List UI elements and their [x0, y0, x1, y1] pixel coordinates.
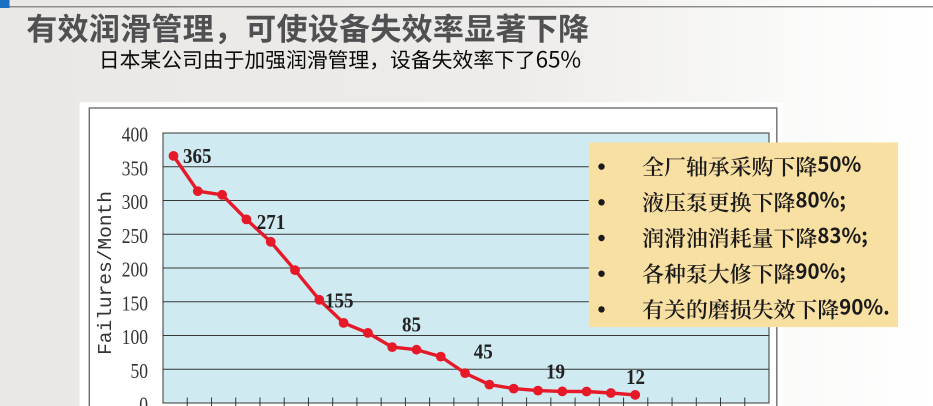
svg-text:400: 400 [122, 124, 148, 147]
svg-text:100: 100 [122, 327, 148, 350]
svg-text:19: 19 [546, 360, 565, 383]
svg-text:0: 0 [139, 394, 148, 406]
svg-text:50: 50 [131, 361, 148, 384]
svg-text:Failures/Month: Failures/Month [95, 191, 117, 355]
svg-text:200: 200 [122, 259, 148, 282]
svg-text:365: 365 [183, 145, 211, 168]
svg-text:45: 45 [474, 340, 493, 363]
svg-text:150: 150 [122, 293, 148, 316]
svg-text:12: 12 [626, 366, 645, 389]
svg-text:271: 271 [257, 211, 285, 234]
svg-text:85: 85 [402, 313, 421, 336]
svg-text:300: 300 [122, 192, 148, 215]
svg-text:250: 250 [122, 225, 148, 248]
svg-text:155: 155 [325, 290, 353, 313]
svg-text:350: 350 [122, 158, 148, 181]
